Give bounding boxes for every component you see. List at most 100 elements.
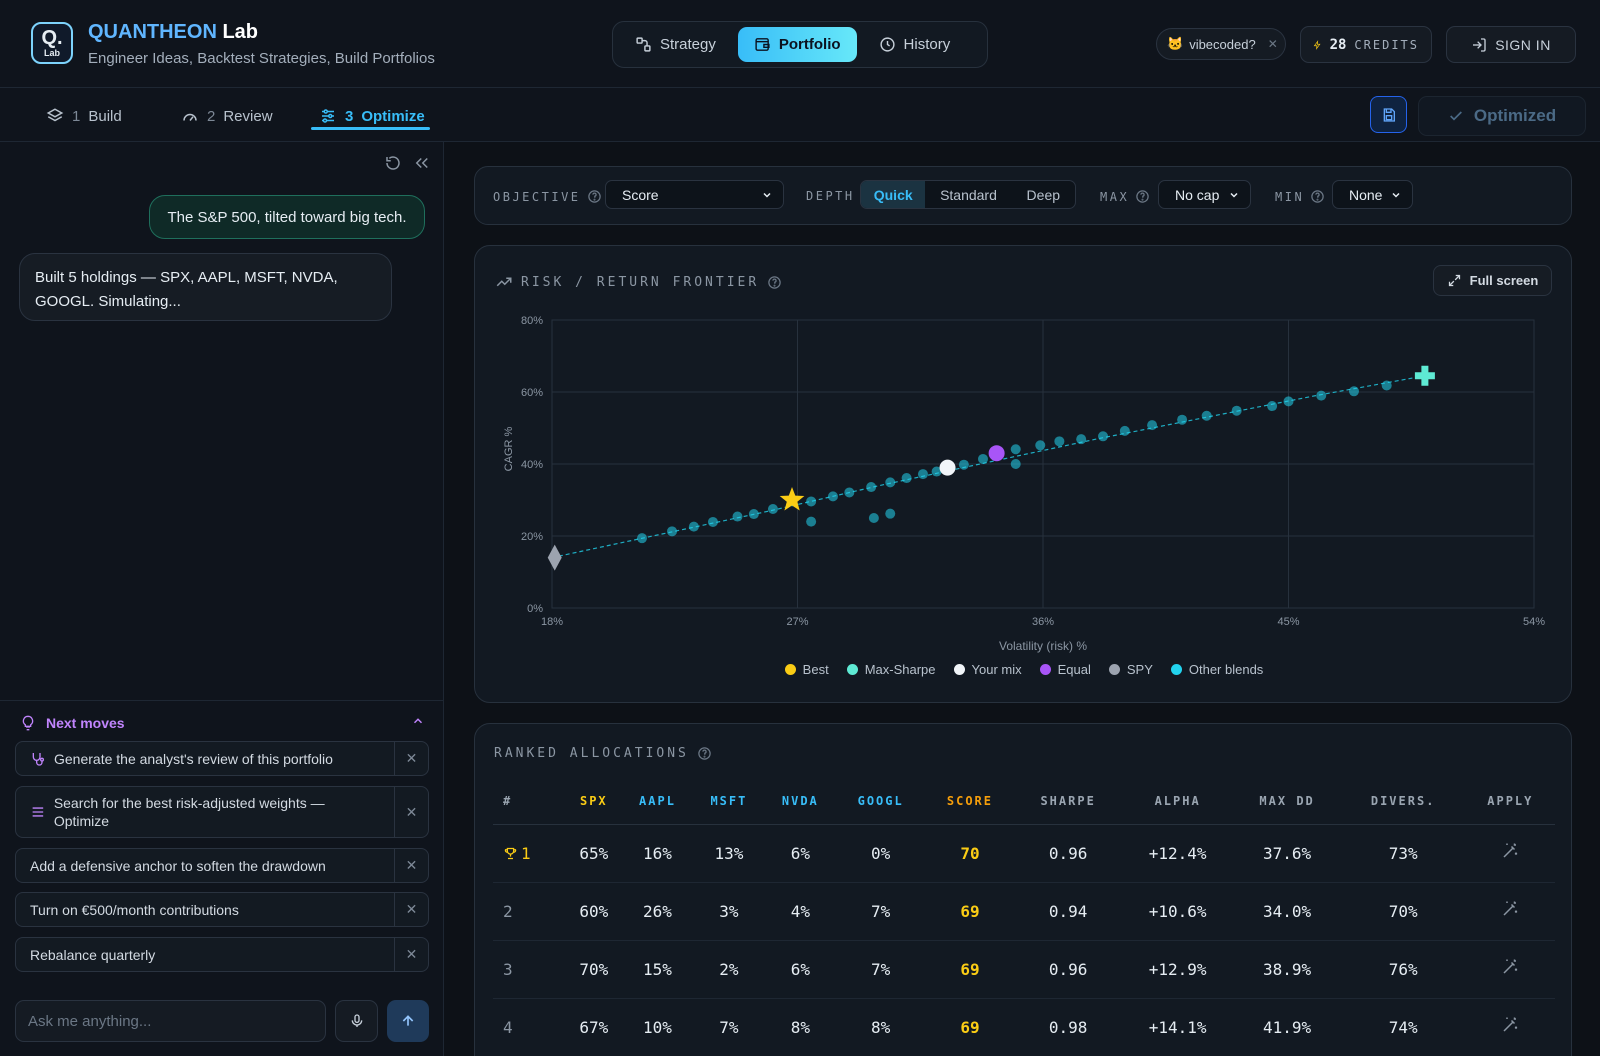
blend-point[interactable] xyxy=(1119,425,1130,436)
dismiss-icon[interactable]: ✕ xyxy=(394,787,428,837)
suggestion-item[interactable]: Search for the best risk-adjusted weight… xyxy=(15,786,429,838)
col-sharpe[interactable]: SHARPE xyxy=(1014,778,1122,825)
step-optimize[interactable]: 3 Optimize xyxy=(319,102,425,130)
blend-point[interactable] xyxy=(868,513,879,523)
blend-point[interactable] xyxy=(1201,410,1212,421)
help-icon[interactable] xyxy=(1135,189,1150,204)
help-icon[interactable] xyxy=(697,746,712,761)
blend-point[interactable] xyxy=(1098,431,1109,442)
legend-your-mix[interactable]: Your mix xyxy=(953,662,1022,677)
blend-point[interactable] xyxy=(827,491,838,502)
blend-point[interactable] xyxy=(1147,420,1158,431)
blend-point[interactable] xyxy=(1283,396,1294,407)
col-googl[interactable]: GOOGL xyxy=(836,778,926,825)
blend-point[interactable] xyxy=(732,511,743,522)
nav-portfolio[interactable]: Portfolio xyxy=(737,27,857,62)
table-row[interactable]: 3 70% 15% 2% 6% 7% 69 0.96 +12.9% 38.9% 76% xyxy=(493,940,1555,999)
table-row[interactable]: 1 65% 16% 13% 6% 0% 70 0.96 +12.4% 37.6% 73% xyxy=(493,824,1555,883)
magic-wand-icon[interactable] xyxy=(1501,900,1519,918)
magic-wand-icon[interactable] xyxy=(1501,1016,1519,1034)
table-row[interactable]: 4 67% 10% 7% 8% 8% 69 0.98 +14.1% 41.9% 74% xyxy=(493,998,1555,1056)
your-mix-marker[interactable] xyxy=(939,459,956,476)
help-icon[interactable] xyxy=(1310,189,1325,204)
blend-point[interactable] xyxy=(667,526,678,537)
next-moves-header[interactable]: Next moves xyxy=(20,712,425,734)
legend-equal[interactable]: Equal xyxy=(1039,662,1091,677)
credits-badge[interactable]: 28 CREDITS xyxy=(1300,26,1432,63)
magic-wand-icon[interactable] xyxy=(1501,842,1519,860)
suggestion-item[interactable]: Turn on €500/month contributions ✕ xyxy=(15,892,429,927)
col-spx[interactable]: SPX xyxy=(565,778,622,825)
blend-point[interactable] xyxy=(806,516,817,527)
blend-point[interactable] xyxy=(1054,436,1065,447)
col-maxdd[interactable]: MAX DD xyxy=(1233,778,1341,825)
logo[interactable]: Q. Lab xyxy=(31,22,73,64)
nav-history[interactable]: History xyxy=(863,27,967,62)
step-build[interactable]: 1 Build xyxy=(46,102,122,130)
blend-point[interactable] xyxy=(1035,440,1046,451)
col-msft[interactable]: MSFT xyxy=(693,778,765,825)
apply-cell[interactable] xyxy=(1465,882,1555,941)
chevron-up-icon[interactable] xyxy=(411,714,425,728)
spy-marker[interactable] xyxy=(547,544,562,571)
fullscreen-button[interactable]: Full screen xyxy=(1433,265,1552,296)
vibe-close-icon[interactable]: ✕ xyxy=(1267,37,1278,51)
blend-point[interactable] xyxy=(977,453,988,464)
blend-point[interactable] xyxy=(917,469,928,480)
blend-point[interactable] xyxy=(767,504,778,514)
blend-point[interactable] xyxy=(1177,414,1188,425)
optimized-button[interactable]: Optimized xyxy=(1418,96,1586,136)
blend-point[interactable] xyxy=(931,466,942,477)
legend-other-blends[interactable]: Other blends xyxy=(1170,662,1263,677)
suggestion-item[interactable]: Add a defensive anchor to soften the dra… xyxy=(15,848,429,883)
help-icon[interactable] xyxy=(767,275,782,290)
blend-point[interactable] xyxy=(866,482,877,493)
blend-point[interactable] xyxy=(901,473,912,484)
vibe-tag[interactable]: 🐱 vibecoded? ✕ xyxy=(1156,28,1286,60)
suggestion-item[interactable]: Generate the analyst's review of this po… xyxy=(15,741,429,776)
col-nvda[interactable]: NVDA xyxy=(764,778,837,825)
apply-cell[interactable] xyxy=(1465,940,1555,999)
blend-point[interactable] xyxy=(1316,390,1327,401)
mic-button[interactable] xyxy=(335,1000,378,1042)
blend-point[interactable] xyxy=(1010,459,1021,469)
max-select[interactable]: No cap xyxy=(1158,180,1251,209)
blend-point[interactable] xyxy=(1231,405,1242,416)
equal-marker[interactable] xyxy=(988,445,1005,462)
best-marker[interactable] xyxy=(779,487,805,511)
dismiss-icon[interactable]: ✕ xyxy=(394,849,428,882)
blend-point[interactable] xyxy=(958,459,969,470)
legend-max-sharpe[interactable]: Max-Sharpe xyxy=(846,662,936,677)
blend-point[interactable] xyxy=(1267,401,1278,412)
step-review[interactable]: 2 Review xyxy=(181,102,273,130)
apply-cell[interactable] xyxy=(1465,998,1555,1056)
col-alpha[interactable]: ALPHA xyxy=(1121,778,1234,825)
blend-point[interactable] xyxy=(1381,380,1392,391)
save-button[interactable] xyxy=(1370,96,1407,133)
chat-input[interactable] xyxy=(15,1000,326,1042)
blend-point[interactable] xyxy=(885,508,896,519)
collapse-icon[interactable] xyxy=(413,154,431,172)
blend-point[interactable] xyxy=(707,516,718,527)
help-icon[interactable] xyxy=(587,189,602,204)
col-divers[interactable]: DIVERS. xyxy=(1340,778,1466,825)
dismiss-icon[interactable]: ✕ xyxy=(394,938,428,971)
min-select[interactable]: None xyxy=(1332,180,1413,209)
blend-point[interactable] xyxy=(885,477,896,488)
send-button[interactable] xyxy=(387,1000,429,1042)
depth-quick[interactable]: Quick xyxy=(861,181,926,208)
dismiss-icon[interactable]: ✕ xyxy=(394,742,428,775)
blend-point[interactable] xyxy=(688,521,699,532)
sign-in-button[interactable]: SIGN IN xyxy=(1446,26,1576,63)
suggestion-item[interactable]: Rebalance quarterly ✕ xyxy=(15,937,429,972)
refresh-icon[interactable] xyxy=(384,154,402,172)
col-score[interactable]: SCORE xyxy=(925,778,1015,825)
blend-point[interactable] xyxy=(748,509,759,520)
legend-best[interactable]: Best xyxy=(784,662,829,677)
blend-point[interactable] xyxy=(806,496,817,507)
table-row[interactable]: 2 60% 26% 3% 4% 7% 69 0.94 +10.6% 34.0% 70% xyxy=(493,882,1555,941)
max-sharpe-marker[interactable] xyxy=(1414,365,1435,386)
depth-deep[interactable]: Deep xyxy=(1026,186,1061,203)
blend-point[interactable] xyxy=(1076,434,1087,445)
blend-point[interactable] xyxy=(637,533,648,544)
